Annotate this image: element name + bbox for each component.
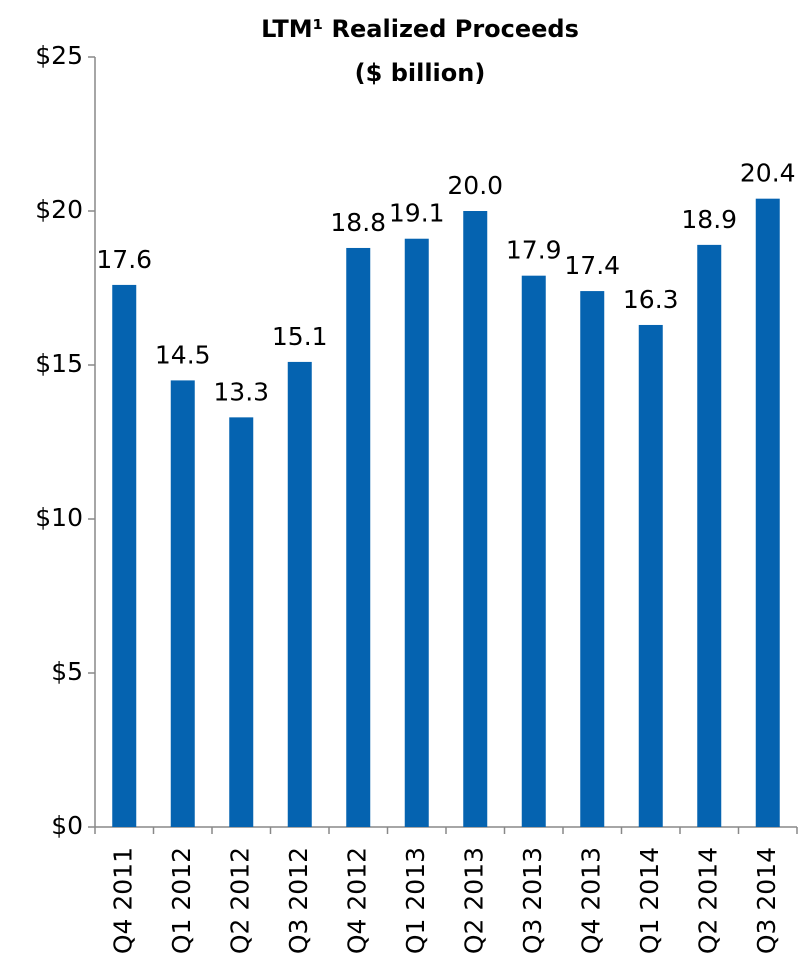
value-label: 19.1 — [389, 199, 445, 228]
bar — [112, 284, 137, 827]
x-tick-label: Q1 2014 — [635, 847, 664, 954]
x-tick-label: Q3 2013 — [518, 847, 547, 954]
y-tick-label: $10 — [35, 503, 83, 532]
y-tick-label: $15 — [35, 349, 83, 378]
x-tick-label: Q2 2012 — [225, 847, 254, 954]
bar — [404, 238, 429, 828]
x-tick-label: Q2 2013 — [459, 847, 488, 954]
x-tick-label: Q2 2014 — [693, 847, 722, 954]
value-label: 18.8 — [330, 208, 386, 237]
bar — [755, 198, 780, 827]
bar — [463, 211, 488, 827]
bar — [580, 291, 605, 828]
chart-subtitle: ($ billion) — [355, 59, 486, 87]
x-tick-label: Q4 2012 — [342, 847, 371, 954]
y-tick-label: $5 — [51, 657, 83, 686]
x-tick-label: Q1 2013 — [401, 847, 430, 954]
bar — [287, 361, 312, 827]
bar — [521, 275, 546, 827]
y-tick-label: $25 — [35, 41, 83, 70]
x-tick-label: Q3 2012 — [284, 847, 313, 954]
x-tick-label: Q4 2013 — [576, 847, 605, 954]
bar — [170, 380, 195, 827]
y-tick-label: $20 — [35, 195, 83, 224]
value-label: 17.6 — [96, 245, 152, 274]
value-label: 17.9 — [506, 236, 562, 265]
value-label: 20.0 — [447, 171, 503, 200]
value-label: 20.4 — [740, 159, 796, 188]
x-tick-label: Q3 2014 — [752, 847, 781, 954]
y-tick-label: $0 — [51, 811, 83, 840]
bar — [229, 417, 254, 827]
bar — [346, 247, 371, 827]
value-label: 15.1 — [272, 322, 328, 351]
chart-title: LTM¹ Realized Proceeds — [261, 15, 579, 43]
bar — [638, 324, 663, 827]
value-label: 17.4 — [564, 251, 620, 280]
value-label: 18.9 — [681, 205, 737, 234]
value-label: 14.5 — [155, 340, 211, 369]
x-tick-label: Q4 2011 — [108, 847, 137, 954]
value-label: 13.3 — [213, 377, 269, 406]
x-tick-label: Q1 2012 — [167, 847, 196, 954]
bar — [697, 244, 722, 827]
value-label: 16.3 — [623, 285, 679, 314]
